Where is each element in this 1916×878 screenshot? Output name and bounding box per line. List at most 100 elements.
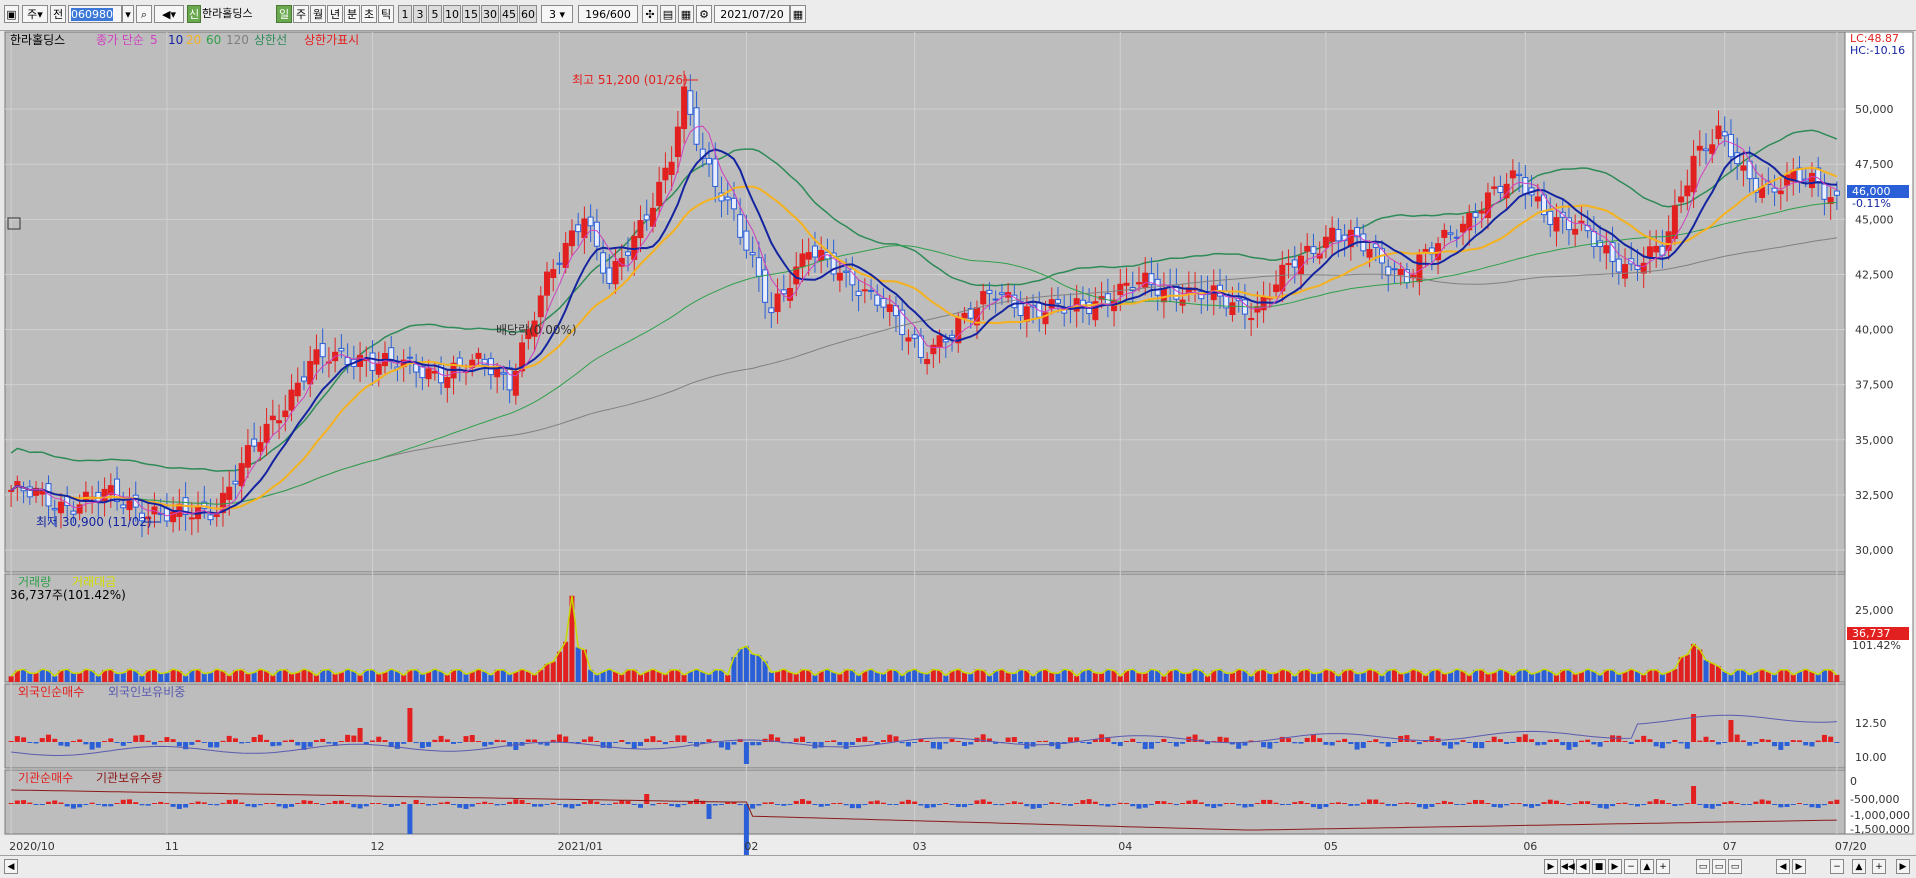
candle-body [1478, 210, 1485, 214]
inst-bar [475, 803, 481, 804]
period-minute[interactable]: 분 [344, 5, 360, 23]
volume-bar [750, 654, 756, 682]
volume-bar [114, 673, 120, 682]
indicator-icon[interactable]: ▤ [660, 5, 676, 23]
candle-body [1833, 190, 1840, 196]
volume-bar [1734, 669, 1740, 682]
zoom-icon[interactable]: ▲ [1640, 859, 1654, 874]
stop-icon[interactable]: ■ [1592, 859, 1606, 874]
y-axis-area [1844, 31, 1914, 835]
candle-body [1285, 263, 1292, 266]
prev-next-button[interactable]: ◀▾ [154, 5, 184, 23]
interval-input[interactable]: 3 ▾ [541, 5, 573, 23]
inst-bar [1610, 804, 1616, 807]
period-second[interactable]: 초 [361, 5, 377, 23]
date-input[interactable]: 2021/07/20 [714, 5, 790, 23]
panel-control-icon[interactable] [7, 217, 21, 230]
up-button[interactable]: ▲ [1852, 859, 1866, 874]
interval-3[interactable]: 3 [413, 5, 427, 23]
inst-bar [1198, 802, 1204, 804]
inst-bar [662, 803, 668, 804]
inst-bar [14, 800, 20, 804]
candle-body [743, 230, 750, 251]
market-select[interactable]: 전 [50, 5, 66, 23]
chart-area[interactable]: 30,000 32,500 35,000 37,500 40,000 42,500 45,0… [0, 30, 1916, 864]
interval-45[interactable]: 45 [500, 5, 518, 23]
inst-bar [64, 804, 70, 807]
period-year[interactable]: 년 [327, 5, 343, 23]
foreign-bar [102, 740, 108, 742]
back-icon[interactable]: ◀ [1576, 859, 1590, 874]
inst-bar [968, 804, 974, 805]
calendar-icon[interactable]: ▦ [790, 5, 806, 23]
inst-bar [500, 804, 506, 805]
foreign-bar [1416, 742, 1422, 745]
foreign-bar [1130, 738, 1136, 742]
zoom-out-icon[interactable]: − [1624, 859, 1638, 874]
forward-icon[interactable]: ▶ [1608, 859, 1622, 874]
foreign-bar [1180, 742, 1186, 744]
interval-5[interactable]: 5 [428, 5, 442, 23]
foreign-bar [937, 742, 943, 750]
right-button[interactable]: ▶ [1792, 859, 1806, 874]
lc-label: LC:48.87 [1850, 32, 1899, 45]
candle-body [606, 267, 613, 284]
candle-body [244, 445, 251, 468]
stock-code-dropdown[interactable]: ▾ [122, 5, 134, 23]
volume-bar [102, 670, 108, 682]
foreign-bar [214, 742, 220, 748]
layout-icon[interactable]: ▣ [4, 5, 19, 23]
interval-10[interactable]: 10 [443, 5, 461, 23]
window-icon-3[interactable]: ▭ [1728, 859, 1742, 874]
interval-30[interactable]: 30 [481, 5, 499, 23]
volume-bar [1510, 675, 1516, 682]
foreign-bar [712, 741, 718, 742]
rewind-icon[interactable]: ◀◀ [1560, 859, 1575, 874]
chart-type-select[interactable]: 주▾ [22, 5, 48, 23]
foreign-bar [687, 742, 693, 743]
count-input[interactable]: 196/600 [578, 5, 638, 23]
volume-bar [214, 669, 220, 682]
volume-bar [1585, 669, 1591, 682]
gear-icon[interactable]: ⚙ [696, 5, 712, 23]
period-tick[interactable]: 틱 [378, 5, 394, 23]
stock-chart[interactable]: 30,000 32,500 35,000 37,500 40,000 42,500 45,0… [0, 30, 1916, 864]
left-button[interactable]: ◀ [1776, 859, 1790, 874]
window-icon-2[interactable]: ▭ [1712, 859, 1726, 874]
foreign-bar [1024, 742, 1030, 749]
interval-1[interactable]: 1 [398, 5, 412, 23]
candle-body [70, 510, 77, 515]
minus-button[interactable]: − [1830, 859, 1844, 874]
window-icon[interactable]: ▭ [1696, 859, 1710, 874]
candle-body [1640, 262, 1647, 274]
candle-body [1634, 265, 1641, 270]
scroll-left-button[interactable]: ◀ [4, 859, 18, 874]
inst-bar [1728, 801, 1734, 804]
inst-bar [731, 802, 737, 804]
crosshair-icon[interactable]: ✣ [642, 5, 658, 23]
interval-15[interactable]: 15 [462, 5, 480, 23]
foreign-bar [1715, 742, 1721, 745]
inst-bar [893, 804, 899, 805]
plus-button[interactable]: + [1872, 859, 1886, 874]
candle-body [14, 481, 21, 487]
period-week[interactable]: 주 [293, 5, 309, 23]
stock-code-input[interactable]: 060980 [68, 5, 122, 23]
bottom-scrollbar[interactable]: ◀ ▶ ◀◀ ◀ ■ ▶ − ▲ + ▭ ▭ ▭ ◀ ▶ − ▲ + ▶ [0, 855, 1916, 878]
search-icon[interactable]: ⌕ [136, 5, 152, 23]
scroll-right-button[interactable]: ▶ [1896, 859, 1910, 874]
inst-bar [426, 804, 432, 806]
volume-bar [164, 672, 170, 682]
interval-60[interactable]: 60 [519, 5, 537, 23]
inst-bar [176, 804, 182, 809]
foreign-bar [1454, 742, 1460, 745]
period-month[interactable]: 월 [310, 5, 326, 23]
foreign-bar [394, 742, 400, 749]
zoom-in-icon[interactable]: + [1656, 859, 1670, 874]
play-right-icon[interactable]: ▶ [1544, 859, 1558, 874]
volume-bar [39, 669, 45, 682]
save-icon[interactable]: ▦ [678, 5, 694, 23]
foreign-bar [1497, 739, 1503, 742]
inst-bar [114, 803, 120, 804]
period-day[interactable]: 일 [276, 5, 292, 23]
